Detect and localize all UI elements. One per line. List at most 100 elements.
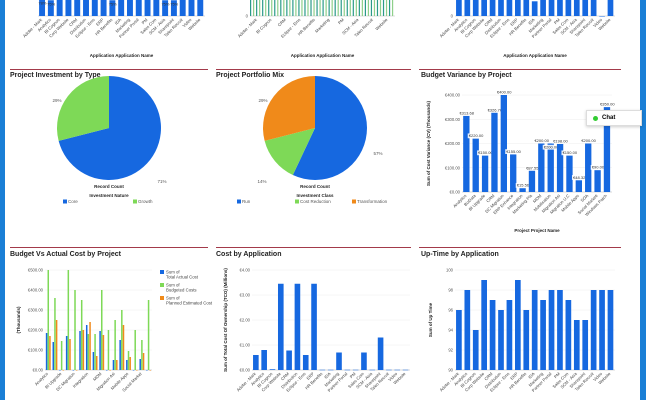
- bar: [310, 0, 312, 16]
- bar: [481, 280, 487, 370]
- y-tick-label: €0.00: [33, 368, 44, 373]
- bar: [346, 0, 348, 16]
- data-label-background: [598, 101, 616, 107]
- y-tick-label: €400.00: [28, 288, 44, 293]
- bar: [489, 300, 496, 370]
- y-tick-label: 90: [448, 368, 453, 373]
- bar: [250, 0, 252, 16]
- x-tick-label: PM: [553, 371, 561, 379]
- bar: [582, 0, 589, 16]
- data-label: €48.32: [573, 175, 586, 180]
- bar: [265, 0, 267, 16]
- bar: [79, 331, 81, 370]
- bar: [129, 357, 131, 370]
- pie-slice: [58, 76, 162, 180]
- y-tick-label: €400.00: [445, 93, 461, 98]
- bar: [556, 143, 564, 192]
- bar: [500, 95, 507, 192]
- x-tick-label: CRM: [485, 193, 496, 204]
- divider: [216, 247, 411, 248]
- legend-item: Core: [68, 199, 78, 204]
- x-tick-label: IDA: [527, 371, 536, 380]
- bar: [292, 0, 294, 16]
- data-label: €200.00: [581, 138, 596, 143]
- bar: [101, 290, 103, 370]
- bar: [599, 16, 605, 17]
- x-tick-label: IDA: [114, 17, 123, 26]
- bar: [367, 0, 370, 16]
- bar: [361, 0, 363, 16]
- bar: [575, 180, 582, 192]
- bar: [313, 0, 315, 16]
- bar: [386, 369, 392, 371]
- bar: [283, 0, 285, 16]
- bar: [540, 0, 546, 16]
- bar: [253, 0, 255, 16]
- bar: [147, 300, 150, 370]
- bar: [142, 353, 145, 370]
- bar: [52, 342, 55, 370]
- bar: [548, 0, 555, 16]
- data-label: €220.00: [469, 133, 484, 138]
- bar: [573, 320, 580, 370]
- y-tick-label: €300.00: [445, 117, 461, 122]
- data-label: €313.68: [459, 110, 474, 115]
- bar: [334, 0, 336, 16]
- data-label-background: [590, 164, 606, 170]
- x-tick-label: Video: [592, 17, 604, 29]
- bar: [547, 143, 554, 192]
- y-tick-label: €200.00: [28, 328, 44, 333]
- legend-item: Sum of Total Actual Cost: [166, 270, 199, 280]
- bar: [109, 0, 116, 16]
- bar: [302, 355, 309, 370]
- x-tick-label: Video: [181, 17, 193, 29]
- bar: [464, 290, 471, 370]
- bar: [74, 290, 76, 370]
- pie-caption: Record Count: [94, 184, 124, 189]
- bar: [385, 0, 388, 16]
- slice-label: 29%: [52, 98, 61, 103]
- x-tick-label: Website: [374, 17, 389, 32]
- bar: [394, 369, 401, 371]
- bar: [376, 0, 379, 16]
- scrollbar[interactable]: [640, 0, 646, 400]
- bar: [83, 0, 89, 16]
- y-axis-title: (Thousands): [16, 306, 21, 333]
- chat-label: Chat: [602, 115, 616, 121]
- bar: [135, 0, 142, 16]
- bar: [286, 350, 292, 370]
- data-label: 75%: [47, 1, 55, 6]
- panel-title-investment: Project Investment by Type: [10, 72, 101, 79]
- legend-swatch: [160, 283, 164, 287]
- x-tick-label: MDM: [532, 193, 543, 204]
- bar: [456, 310, 462, 370]
- bar: [377, 337, 384, 370]
- data-label: €400.00: [497, 90, 512, 95]
- bar: [47, 270, 50, 370]
- bar: [585, 143, 592, 192]
- bar: [358, 0, 360, 16]
- bar: [127, 351, 130, 370]
- legend-swatch: [133, 199, 137, 204]
- data-label: €326.70: [488, 107, 503, 112]
- legend-swatch: [352, 199, 356, 204]
- bar: [582, 320, 589, 370]
- x-tick-label: PM: [553, 17, 561, 25]
- chat-button[interactable]: Chat: [586, 110, 642, 126]
- bar: [515, 280, 521, 370]
- panel-title-budget-actual: Budget Vs Actual Cost by Project: [10, 251, 121, 258]
- divider: [10, 69, 208, 70]
- bar: [463, 115, 470, 192]
- bar: [340, 0, 342, 16]
- bar: [331, 0, 333, 16]
- pie-slice: [57, 76, 109, 141]
- data-label: €150.00: [563, 150, 578, 155]
- bar: [489, 0, 496, 16]
- legend-item: Transformation: [357, 199, 388, 204]
- bar: [62, 370, 65, 371]
- bar: [519, 188, 526, 192]
- y-axis-title: Sum of Up Time: [428, 302, 433, 337]
- x-tick-label: BI Cognos: [255, 17, 272, 34]
- data-label: 75%: [170, 1, 178, 6]
- bar: [144, 0, 151, 16]
